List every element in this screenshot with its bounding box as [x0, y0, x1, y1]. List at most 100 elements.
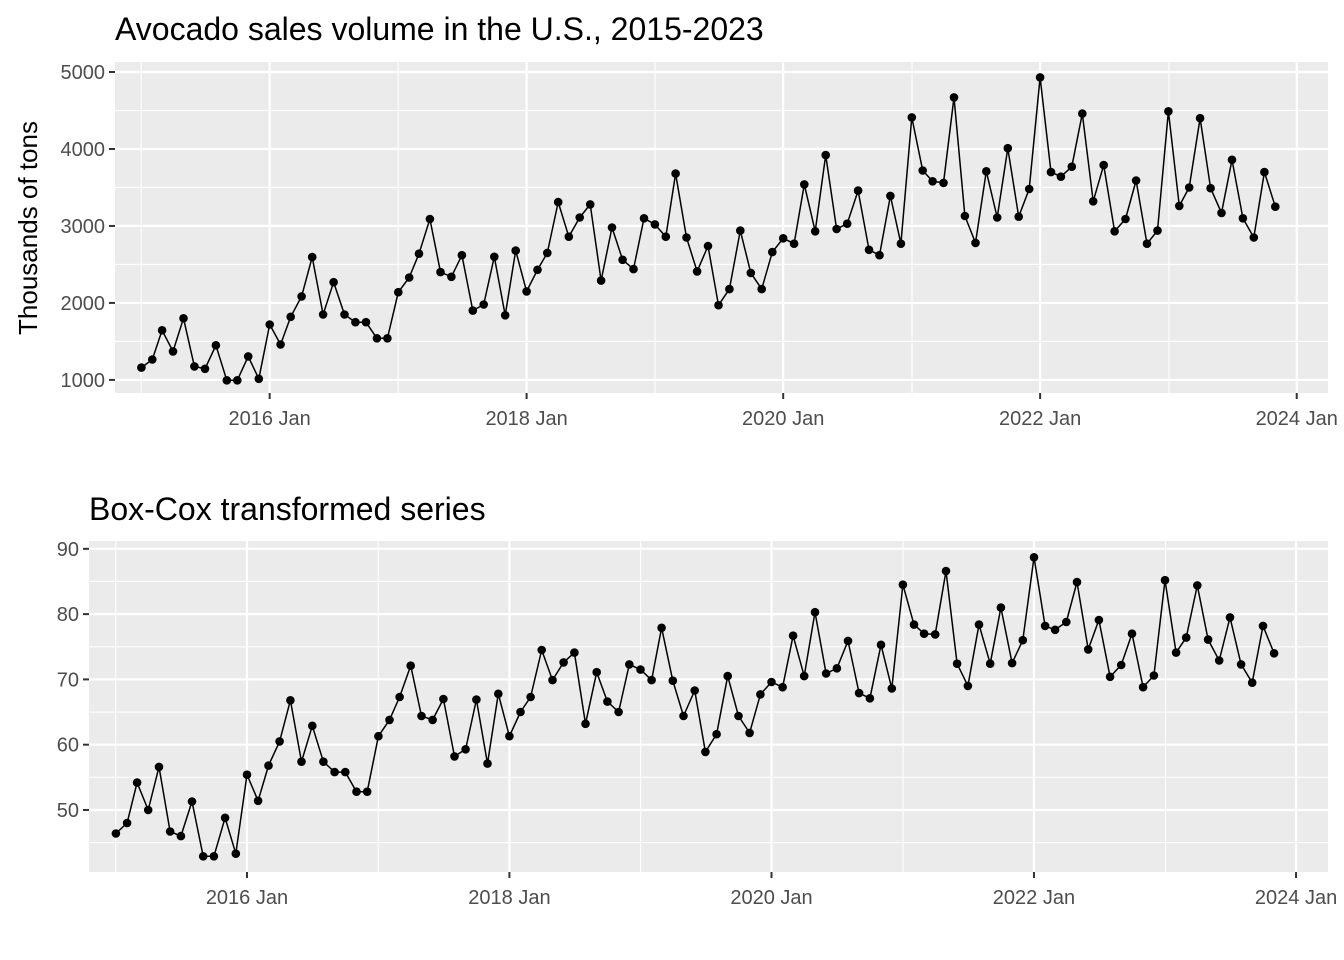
- boxcox-data-point: [1171, 648, 1181, 657]
- sales-data-point: [297, 292, 306, 301]
- sales-y-tick-label: 1000: [61, 370, 106, 392]
- sales-y-axis-label: Thousands of tons: [13, 121, 43, 335]
- boxcox-data-point: [176, 831, 186, 841]
- sales-data-point: [800, 180, 809, 189]
- boxcox-data-point: [483, 759, 492, 768]
- boxcox-data-point: [308, 721, 317, 731]
- boxcox-data-point: [1007, 658, 1017, 668]
- sales-data-point: [500, 311, 510, 320]
- boxcox-data-point: [297, 757, 306, 766]
- sales-data-point: [265, 320, 275, 329]
- boxcox-data-point: [395, 692, 404, 702]
- boxcox-data-point: [865, 694, 875, 703]
- sales-data-point: [1088, 197, 1098, 206]
- boxcox-data-point: [1214, 656, 1224, 665]
- sales-data-point: [372, 334, 382, 343]
- sales-data-point: [1217, 208, 1226, 218]
- sales-data-point: [1206, 183, 1215, 193]
- sales-series-points: [137, 73, 1280, 385]
- sales-data-point: [650, 220, 660, 229]
- sales-data-point: [1260, 167, 1269, 177]
- boxcox-data-point: [1072, 577, 1082, 587]
- sales-data-point: [832, 224, 841, 234]
- boxcox-data-point: [1094, 615, 1104, 625]
- boxcox-data-point: [592, 667, 601, 677]
- boxcox-data-point: [385, 715, 394, 725]
- sales-x-tick-label: 2020 Jan: [742, 408, 824, 430]
- boxcox-data-point: [952, 659, 962, 668]
- sales-data-point: [383, 334, 392, 343]
- boxcox-data-point: [253, 796, 263, 806]
- sales-data-point: [671, 169, 680, 178]
- sales-data-point: [233, 376, 242, 385]
- boxcox-data-point: [1062, 617, 1071, 627]
- boxcox-data-point: [111, 829, 121, 838]
- sales-data-point: [585, 200, 595, 209]
- boxcox-data-point: [132, 778, 142, 787]
- sales-data-point: [949, 93, 959, 102]
- sales-data-point: [692, 267, 702, 276]
- sales-data-point: [629, 264, 638, 274]
- boxcox-data-point: [341, 767, 350, 777]
- boxcox-data-point: [516, 707, 525, 717]
- sales-data-point: [928, 177, 937, 186]
- boxcox-data-point: [799, 671, 809, 681]
- boxcox-y-tick-label: 70: [57, 669, 79, 691]
- sales-data-point: [522, 287, 531, 296]
- boxcox-data-point: [788, 631, 798, 640]
- sales-data-point: [222, 376, 232, 385]
- sales-x-axis: 2016 Jan 2018 Jan 2020 Jan 2022 Jan 2024 Jan: [229, 393, 1338, 430]
- sales-data-point: [778, 234, 788, 243]
- sales-x-tick-label: 2022 Jan: [999, 408, 1081, 430]
- sales-data-point: [254, 374, 264, 384]
- boxcox-data-point: [406, 661, 416, 670]
- boxcox-data-point: [745, 728, 754, 738]
- sales-data-point: [896, 239, 906, 248]
- sales-data-point: [425, 214, 435, 224]
- sales-data-point: [340, 310, 349, 319]
- boxcox-x-tick-label: 2016 Jan: [206, 887, 288, 909]
- sales-data-point: [1184, 183, 1194, 192]
- sales-data-point: [864, 245, 874, 255]
- sales-data-point: [414, 249, 424, 258]
- sales-data-point: [918, 166, 927, 175]
- sales-data-point: [1056, 172, 1066, 181]
- boxcox-data-point: [778, 682, 787, 692]
- boxcox-data-point: [559, 658, 568, 667]
- boxcox-data-point: [1040, 621, 1050, 631]
- boxcox-data-point: [143, 805, 153, 815]
- sales-data-point: [1164, 107, 1173, 116]
- sales-data-point: [789, 239, 799, 248]
- boxcox-data-point: [625, 660, 634, 669]
- sales-data-point: [853, 186, 863, 195]
- sales-data-point: [564, 232, 574, 241]
- sales-data-point: [703, 241, 713, 251]
- boxcox-data-point: [898, 580, 908, 589]
- boxcox-x-tick-label: 2024 Jan: [1255, 887, 1337, 909]
- boxcox-data-point: [417, 711, 426, 721]
- sales-data-point: [137, 363, 146, 372]
- sales-data-point: [1238, 214, 1248, 223]
- sales-data-point: [190, 362, 199, 371]
- boxcox-data-point: [701, 747, 710, 757]
- boxcox-data-point: [1236, 660, 1246, 669]
- boxcox-data-point: [1258, 621, 1268, 631]
- boxcox-y-tick-label: 50: [57, 800, 79, 822]
- sales-data-point: [907, 113, 917, 122]
- sales-data-point: [939, 178, 948, 188]
- boxcox-data-point: [876, 640, 886, 650]
- sales-data-point: [168, 347, 178, 356]
- sales-data-point: [746, 268, 756, 278]
- boxcox-data-point: [843, 636, 853, 646]
- boxcox-x-tick-label: 2018 Jan: [468, 887, 550, 909]
- boxcox-data-point: [723, 671, 732, 681]
- boxcox-data-point: [985, 659, 995, 668]
- sales-data-point: [361, 317, 371, 327]
- boxcox-major-gridlines: [89, 541, 1328, 872]
- boxcox-data-point: [319, 757, 328, 766]
- boxcox-data-point: [1116, 660, 1126, 670]
- sales-data-point: [457, 250, 467, 260]
- sales-plot-panel: [115, 62, 1328, 393]
- boxcox-data-point: [930, 630, 940, 639]
